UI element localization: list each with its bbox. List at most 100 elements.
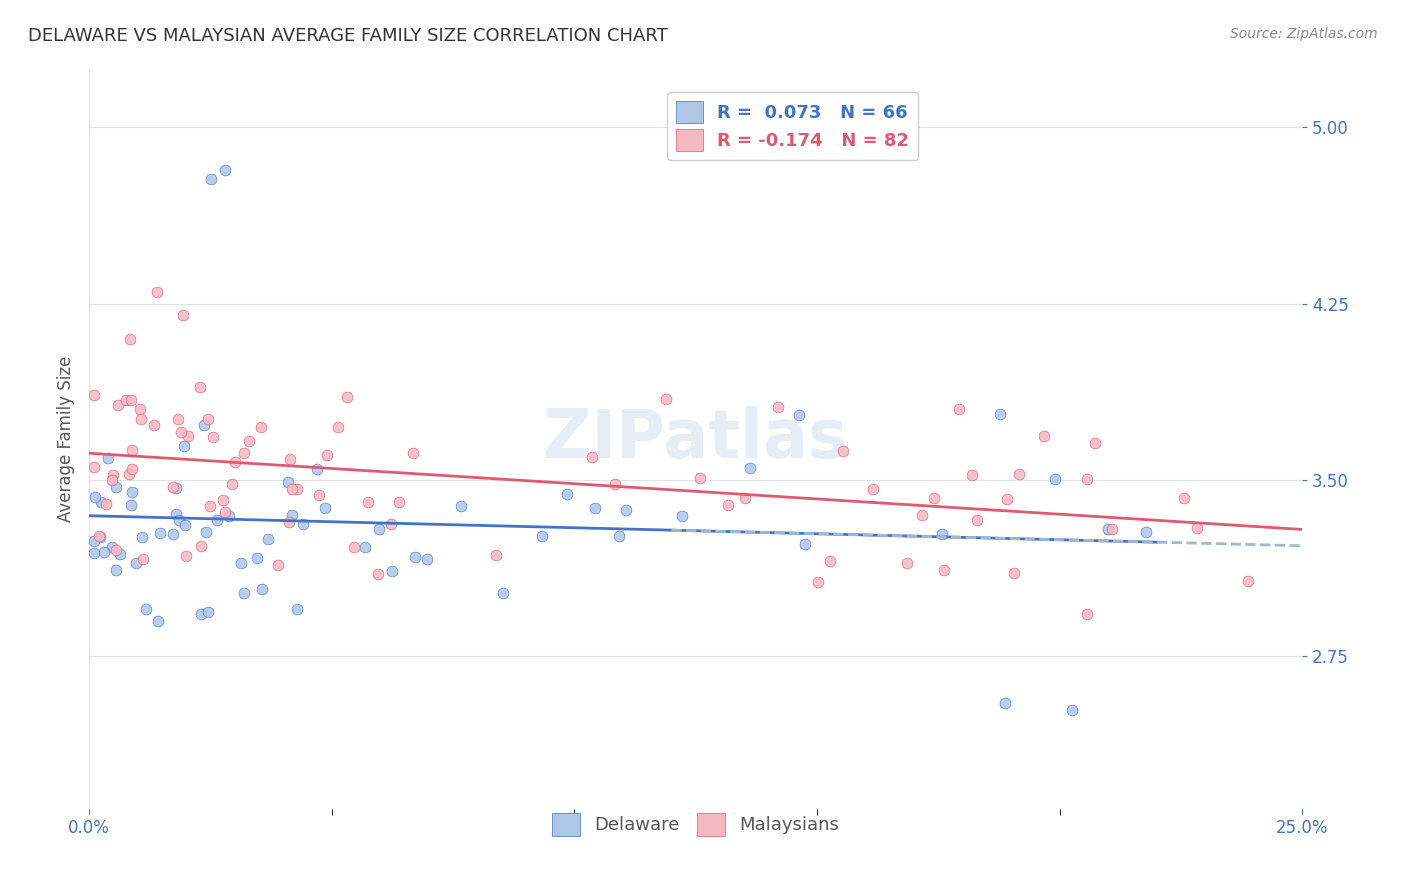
Malaysians (129, 411, 152, 425)
Malaysians (104, 542, 127, 557)
Malaysians (224, 455, 246, 469)
Malaysians (170, 425, 193, 439)
Delaware (787, 408, 810, 422)
Delaware (252, 582, 274, 596)
Delaware (173, 439, 195, 453)
Malaysians (862, 482, 884, 496)
Malaysians (201, 430, 224, 444)
Delaware (583, 501, 606, 516)
Malaysians (197, 412, 219, 426)
Delaware (165, 507, 187, 521)
Malaysians (896, 556, 918, 570)
Malaysians (250, 420, 273, 434)
Delaware (108, 547, 131, 561)
Delaware (193, 418, 215, 433)
Malaysians (101, 473, 124, 487)
Malaysians (94, 497, 117, 511)
Malaysians (172, 309, 194, 323)
Malaysians (1002, 566, 1025, 580)
Malaysians (281, 482, 304, 496)
Malaysians (1008, 467, 1031, 481)
Malaysians (277, 515, 299, 529)
Malaysians (1101, 522, 1123, 536)
Malaysians (174, 549, 197, 564)
Y-axis label: Average Family Size: Average Family Size (58, 356, 75, 522)
Malaysians (1076, 607, 1098, 622)
Delaware (214, 162, 236, 177)
Delaware (1060, 703, 1083, 717)
Delaware (162, 526, 184, 541)
Malaysians (655, 392, 678, 406)
Delaware (83, 546, 105, 560)
Delaware (174, 518, 197, 533)
Delaware (292, 517, 315, 532)
Malaysians (934, 563, 956, 577)
Malaysians (581, 450, 603, 464)
Delaware (1045, 472, 1067, 486)
Delaware (931, 527, 953, 541)
Malaysians (807, 574, 830, 589)
Delaware (1097, 522, 1119, 536)
Delaware (190, 607, 212, 622)
Malaysians (146, 285, 169, 299)
Malaysians (402, 446, 425, 460)
Malaysians (1033, 429, 1056, 443)
Legend: Delaware, Malaysians: Delaware, Malaysians (544, 805, 848, 845)
Malaysians (388, 494, 411, 508)
Delaware (83, 490, 105, 504)
Malaysians (717, 499, 740, 513)
Malaysians (380, 517, 402, 532)
Delaware (233, 586, 256, 600)
Delaware (131, 530, 153, 544)
Delaware (146, 614, 169, 628)
Malaysians (267, 558, 290, 573)
Malaysians (603, 477, 626, 491)
Malaysians (343, 540, 366, 554)
Malaysians (315, 448, 337, 462)
Malaysians (285, 483, 308, 497)
Malaysians (212, 492, 235, 507)
Malaysians (118, 467, 141, 481)
Delaware (165, 482, 187, 496)
Malaysians (308, 487, 330, 501)
Delaware (307, 462, 329, 476)
Delaware (149, 526, 172, 541)
Delaware (368, 523, 391, 537)
Malaysians (766, 400, 789, 414)
Malaysians (83, 459, 105, 474)
Malaysians (484, 548, 506, 562)
Delaware (450, 499, 472, 513)
Malaysians (115, 392, 138, 407)
Delaware (218, 508, 240, 523)
Delaware (200, 172, 222, 186)
Malaysians (832, 443, 855, 458)
Malaysians (190, 539, 212, 553)
Delaware (120, 498, 142, 512)
Malaysians (1076, 472, 1098, 486)
Malaysians (87, 529, 110, 543)
Text: Source: ZipAtlas.com: Source: ZipAtlas.com (1230, 27, 1378, 41)
Delaware (557, 486, 579, 500)
Malaysians (167, 412, 190, 426)
Delaware (167, 513, 190, 527)
Malaysians (689, 471, 711, 485)
Malaysians (128, 402, 150, 417)
Malaysians (221, 477, 243, 491)
Delaware (277, 475, 299, 489)
Text: ZIPatlas: ZIPatlas (543, 406, 848, 472)
Delaware (100, 540, 122, 554)
Malaysians (326, 419, 349, 434)
Delaware (257, 532, 280, 546)
Malaysians (238, 434, 260, 449)
Delaware (416, 552, 439, 566)
Malaysians (1084, 435, 1107, 450)
Delaware (994, 696, 1017, 710)
Delaware (90, 494, 112, 508)
Text: DELAWARE VS MALAYSIAN AVERAGE FAMILY SIZE CORRELATION CHART: DELAWARE VS MALAYSIAN AVERAGE FAMILY SIZ… (28, 27, 668, 45)
Delaware (381, 564, 404, 578)
Delaware (607, 529, 630, 543)
Malaysians (367, 567, 389, 582)
Malaysians (966, 513, 988, 527)
Delaware (738, 461, 761, 475)
Malaysians (995, 491, 1018, 506)
